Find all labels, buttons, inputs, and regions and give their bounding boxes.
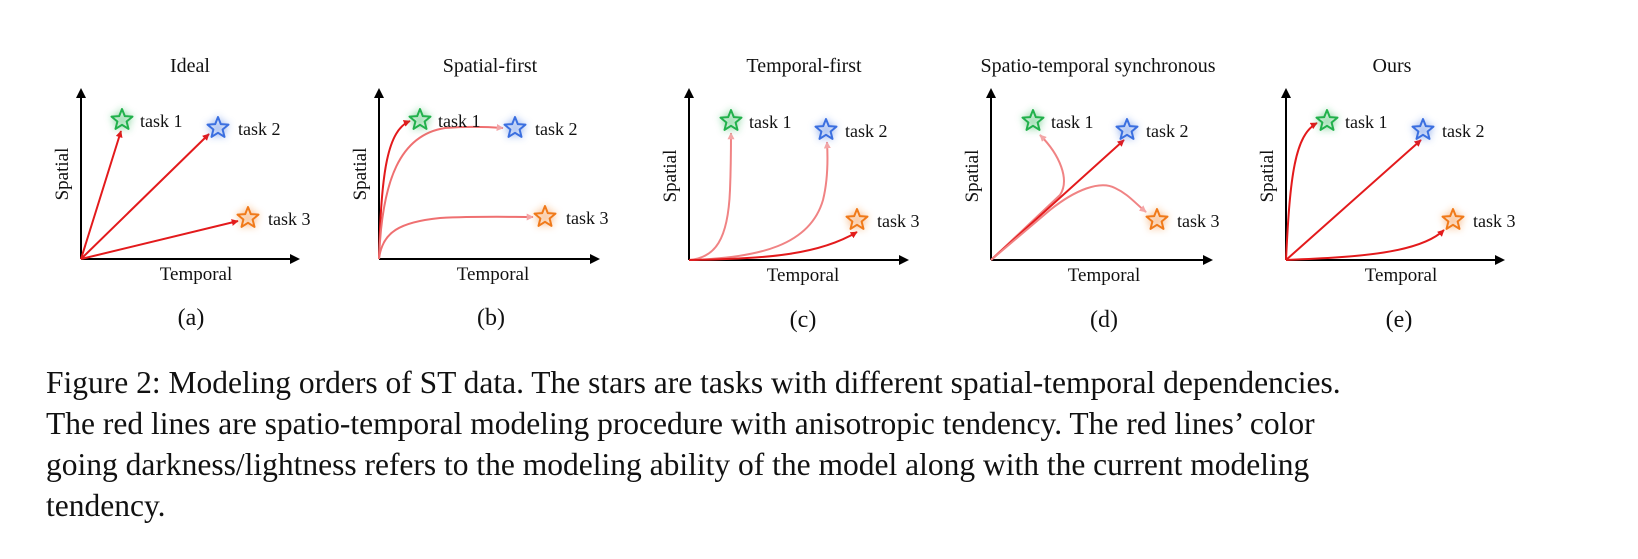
x-axis-label: Temporal (767, 265, 840, 286)
task-1-label: task 1 (1051, 112, 1094, 132)
x-axis-label: Temporal (1365, 265, 1438, 286)
path-task-3 (1285, 229, 1445, 261)
y-axis-label: Spatial (52, 148, 73, 201)
path-task-1 (688, 132, 735, 261)
x-axis-label: Temporal (1068, 265, 1141, 286)
task-1-label: task 1 (1345, 112, 1388, 132)
task-3-label: task 3 (566, 208, 609, 228)
path-task-1 (1285, 122, 1318, 261)
path-task-3 (378, 213, 534, 260)
path-task-2 (1285, 139, 1422, 261)
path-task-1 (990, 134, 1065, 261)
subfigure-label: (c) (790, 307, 817, 333)
path-task-3 (688, 231, 858, 261)
caption-line: tendency. (46, 488, 166, 523)
star-task-1-icon (1314, 108, 1340, 132)
task-3-label: task 3 (1473, 211, 1516, 231)
panel-title: Ours (1373, 55, 1412, 77)
path-task-2 (80, 133, 210, 260)
star-task-2-icon (1114, 117, 1140, 141)
path-task-3 (990, 184, 1147, 261)
star-task-1-icon (718, 108, 744, 132)
subfigure-label: (d) (1090, 307, 1118, 333)
task-2-label: task 2 (845, 121, 888, 141)
task-3-label: task 3 (1177, 211, 1220, 231)
star-task-1-icon (407, 107, 433, 131)
caption-line: Figure 2: Modeling orders of ST data. Th… (46, 365, 1341, 400)
path-task-2 (378, 124, 504, 260)
star-task-3-icon (235, 205, 261, 229)
path-task-3 (80, 219, 239, 260)
path-task-1 (378, 120, 411, 260)
figure: Ideal Spatial Temporal task 1 task 2 tas… (52, 55, 1516, 333)
task-2-label: task 2 (535, 119, 578, 139)
panel-spatial-first: Spatial-first Spatial Temporal task 1 ta… (350, 55, 609, 331)
x-axis-label: Temporal (457, 264, 530, 285)
task-2-label: task 2 (1146, 121, 1189, 141)
subfigure-label: (b) (477, 305, 505, 331)
star-task-3-icon (532, 204, 558, 228)
star-task-1-icon (109, 107, 135, 131)
y-axis-label: Spatial (1257, 150, 1278, 203)
y-axis-label: Spatial (660, 150, 681, 203)
panel-title: Spatio-temporal synchronous (981, 55, 1216, 77)
subfigure-label: (e) (1386, 307, 1413, 333)
path-task-1 (80, 130, 123, 260)
panel-spatio-temporal-synchronous: Spatio-temporal synchronous Spatial Temp… (962, 55, 1220, 333)
subfigure-label: (a) (178, 305, 205, 331)
panel-ideal: Ideal Spatial Temporal task 1 task 2 tas… (52, 55, 311, 331)
task-1-label: task 1 (438, 111, 481, 131)
task-3-label: task 3 (268, 209, 311, 229)
figure-caption: Figure 2: Modeling orders of ST data. Th… (46, 362, 1606, 526)
caption-line: The red lines are spatio-temporal modeli… (46, 406, 1315, 441)
star-task-2-icon (205, 115, 231, 139)
x-axis-label: Temporal (160, 264, 233, 285)
star-task-2-icon (1410, 117, 1436, 141)
task-3-label: task 3 (877, 211, 920, 231)
caption-line: going darkness/lightness refers to the m… (46, 447, 1310, 482)
y-axis-label: Spatial (350, 148, 371, 201)
star-task-3-icon (1144, 207, 1170, 231)
y-axis-label: Spatial (962, 150, 983, 203)
panel-title: Ideal (170, 55, 210, 77)
panel-ours: Ours Spatial Temporal task 1 task 2 task… (1257, 55, 1516, 333)
star-task-3-icon (844, 207, 870, 231)
star-task-3-icon (1440, 207, 1466, 231)
star-task-1-icon (1020, 108, 1046, 132)
path-task-2 (688, 141, 831, 261)
panel-temporal-first: Temporal-first Spatial Temporal task 1 t… (660, 55, 920, 333)
panel-title: Spatial-first (443, 55, 538, 77)
task-2-label: task 2 (1442, 121, 1485, 141)
star-task-2-icon (813, 117, 839, 141)
task-1-label: task 1 (749, 112, 792, 132)
task-2-label: task 2 (238, 119, 281, 139)
panel-title: Temporal-first (746, 55, 862, 77)
star-task-2-icon (502, 115, 528, 139)
task-1-label: task 1 (140, 111, 183, 131)
